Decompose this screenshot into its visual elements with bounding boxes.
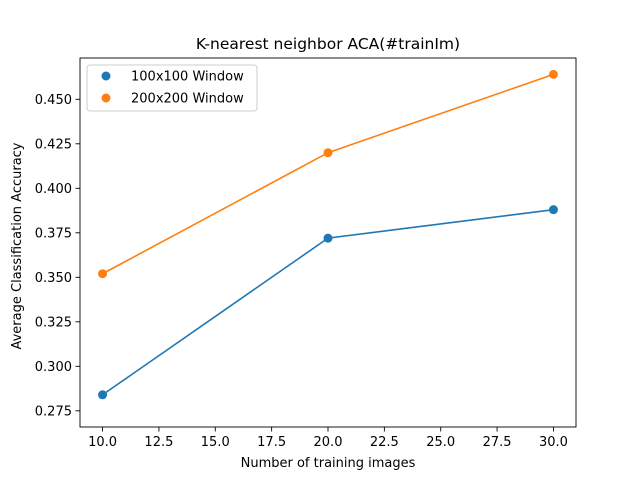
- legend-marker-2: [101, 93, 111, 103]
- y-tick-label: 0.400: [35, 182, 72, 197]
- chart-title: K-nearest neighbor ACA(#trainIm): [196, 35, 460, 53]
- series-1-point: [98, 390, 108, 400]
- x-tick-label: 10.0: [88, 435, 117, 450]
- x-tick-label: 30.0: [539, 435, 568, 450]
- y-tick-label: 0.325: [35, 315, 72, 330]
- x-tick-label: 27.5: [483, 435, 512, 450]
- x-tick-label: 15.0: [201, 435, 230, 450]
- legend: 100x100 Window 200x200 Window: [86, 64, 258, 112]
- series-2-point: [98, 269, 108, 279]
- y-axis-label: Average Classification Accuracy: [10, 142, 25, 349]
- series-1-point: [323, 233, 333, 243]
- x-axis-label: Number of training images: [241, 456, 416, 471]
- series-2-point: [323, 148, 333, 158]
- y-tick-label: 0.425: [35, 137, 72, 152]
- legend-box: [86, 64, 258, 112]
- x-tick-label: 25.0: [426, 435, 455, 450]
- plot-area: 10.0 12.5 15.0 17.5 20.0 22.5 25.0 27.5 30.0 0.27…: [35, 57, 577, 450]
- y-tick-label: 0.300: [35, 360, 72, 375]
- y-tick-label: 0.450: [35, 93, 72, 108]
- y-tick-label: 0.350: [35, 271, 72, 286]
- y-tick-label: 0.275: [35, 404, 72, 419]
- legend-label-1: 100x100 Window: [131, 70, 244, 85]
- x-tick-label: 12.5: [144, 435, 173, 450]
- legend-label-2: 200x200 Window: [131, 92, 244, 107]
- y-tick-label: 0.375: [35, 226, 72, 241]
- series-2-point: [548, 69, 558, 79]
- x-tick-label: 17.5: [257, 435, 286, 450]
- legend-marker-1: [101, 71, 111, 81]
- series-1-point: [548, 205, 558, 215]
- x-tick-label: 20.0: [314, 435, 343, 450]
- x-tick-label: 22.5: [370, 435, 399, 450]
